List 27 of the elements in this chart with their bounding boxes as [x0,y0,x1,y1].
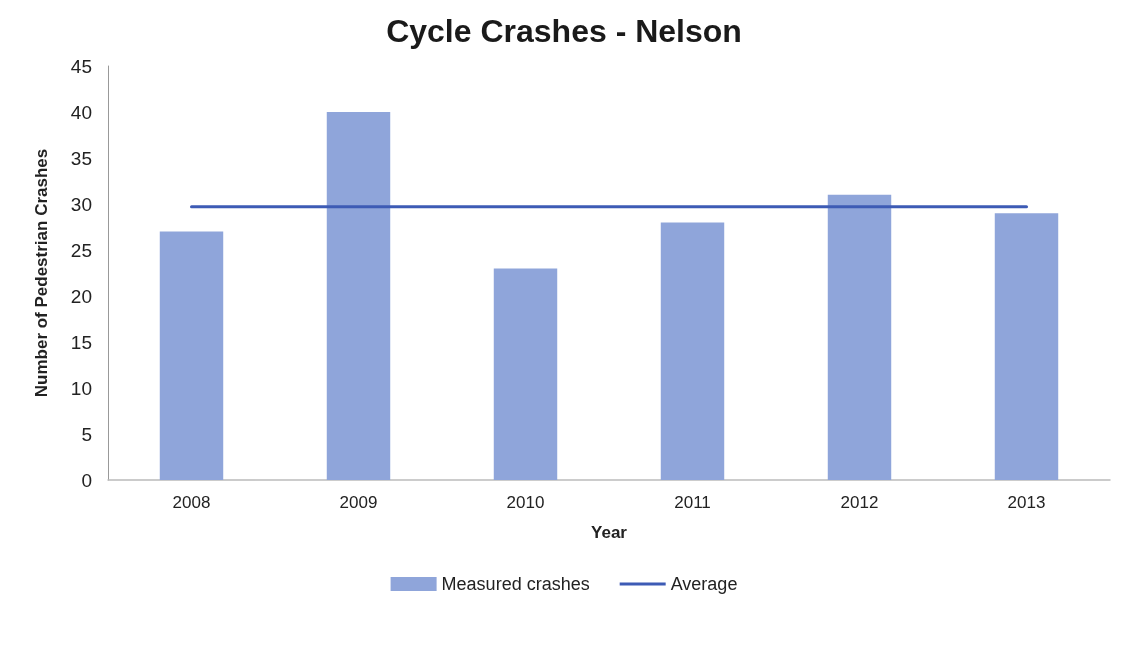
y-tick-label: 40 [70,101,92,123]
y-axis-title: Number of Pedestrian Crashes [32,148,51,398]
bar [660,222,725,480]
x-axis-title: Year [591,523,628,542]
legend-label: Measured crashes [441,574,590,594]
y-tick-label: 0 [81,469,92,491]
bar [326,112,391,480]
x-tick-label: 2011 [674,493,711,512]
y-tick-label: 5 [81,423,92,445]
y-tick-label: 35 [70,147,92,169]
y-tick-label: 25 [70,239,92,261]
y-tick-label: 15 [70,331,92,353]
bar [994,213,1059,480]
y-tick-label: 10 [70,377,92,399]
bar [827,194,892,480]
chart-title: Cycle Crashes - Nelson [386,13,742,49]
bar [493,268,558,480]
legend-label: Average [670,574,738,594]
x-tick-label: 2010 [506,493,545,512]
x-tick-label: 2008 [172,493,211,512]
y-tick-label: 20 [70,285,92,307]
y-tick-label: 30 [70,193,92,215]
x-tick-label: 2013 [1007,493,1046,512]
x-tick-label: 2012 [840,493,879,512]
y-tick-label: 45 [70,55,92,77]
x-tick-label: 2009 [339,493,378,512]
bar [159,231,224,480]
